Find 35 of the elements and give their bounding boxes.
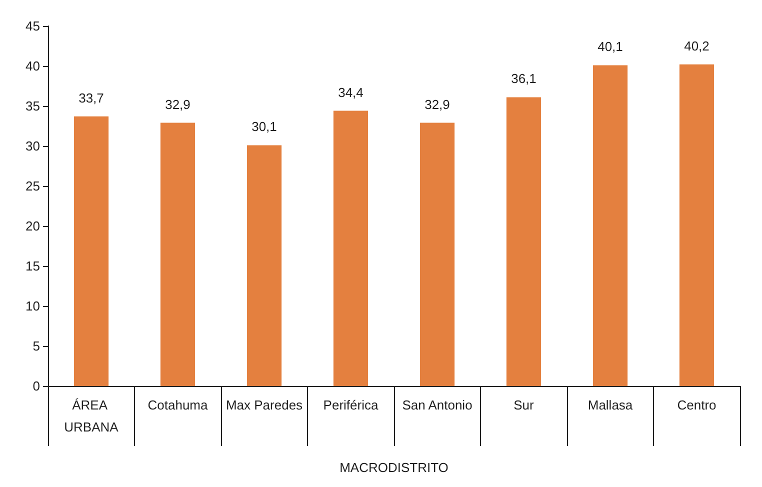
y-tick-label: 45 <box>26 18 40 34</box>
y-tick-label: 35 <box>26 98 40 114</box>
bar <box>160 122 196 386</box>
x-tick-label: Cotahuma <box>148 398 209 412</box>
y-tick-label: 15 <box>26 258 40 274</box>
bar <box>679 64 714 386</box>
bar <box>592 65 628 386</box>
data-label: 40,1 <box>598 39 623 54</box>
data-label: 40,2 <box>684 38 710 54</box>
x-tick-label: Periférica <box>323 398 379 412</box>
bar <box>420 122 455 386</box>
x-tick-label: Max Paredes <box>226 398 304 412</box>
data-label: 32,9 <box>165 96 190 112</box>
data-label: 34,4 <box>338 84 364 100</box>
data-label: 30,1 <box>252 119 277 134</box>
y-tick-label: 30 <box>26 138 40 154</box>
x-axis-title: MACRODISTRITO <box>340 460 448 475</box>
x-tick-label: San Antonio <box>402 398 472 412</box>
y-tick-label: 0 <box>32 378 40 394</box>
x-tick-label: Sur <box>514 398 535 412</box>
y-tick-label: 20 <box>26 218 40 234</box>
data-label: 32,9 <box>424 96 450 112</box>
y-tick-label: 5 <box>32 338 40 354</box>
bar <box>333 110 368 386</box>
y-tick-label: 40 <box>26 58 40 74</box>
bar <box>506 97 542 386</box>
data-label: 33,7 <box>78 90 104 106</box>
y-tick-label: 25 <box>26 178 40 194</box>
x-tick-label: Mallasa <box>588 398 634 412</box>
x-tick-label: ÁREA URBANA <box>64 398 119 434</box>
bar <box>246 145 282 386</box>
y-tick-label: 10 <box>26 298 40 314</box>
x-tick-label: Centro <box>677 398 716 412</box>
data-label: 36,1 <box>511 71 536 86</box>
bar <box>74 116 109 386</box>
